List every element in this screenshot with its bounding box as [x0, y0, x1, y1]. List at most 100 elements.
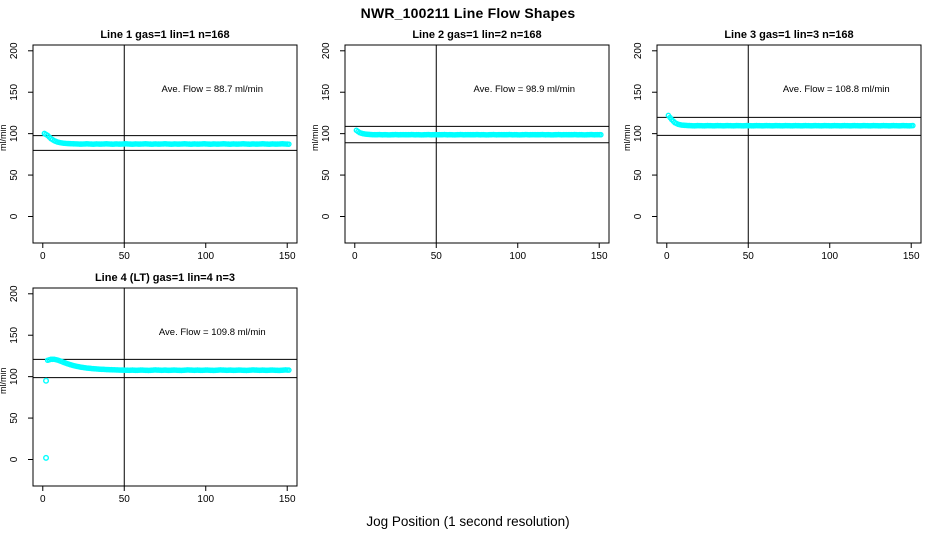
data-point [361, 131, 368, 137]
x-tick-label: 100 [197, 251, 214, 262]
data-series [43, 356, 292, 461]
data-point [358, 130, 365, 136]
outlier-point [43, 454, 50, 461]
data-point [43, 131, 49, 138]
data-point [92, 366, 98, 372]
subplot-line2: Line 2 gas=1 lin=2 n=168 0 50 100 150 200 ml/m… [312, 26, 624, 269]
y-tick-label: 100 [9, 125, 20, 142]
data-series [41, 130, 292, 147]
subplot-title: Line 1 gas=1 lin=1 n=168 [100, 29, 229, 41]
data-point [206, 367, 212, 373]
plot-box [32, 44, 298, 244]
data-point [79, 364, 85, 371]
data-point [49, 356, 56, 363]
data-point [72, 363, 79, 369]
y-tick-label: 150 [9, 83, 20, 100]
ave-flow-annotation: Ave. Flow = 88.7 ml/min [162, 84, 263, 95]
y-tick-label: 200 [633, 42, 644, 59]
page-title: NWR_100211 Line Flow Shapes [360, 5, 576, 21]
outlier-point [43, 377, 50, 384]
ave-flow-annotation: Ave. Flow = 109.8 ml/min [159, 327, 266, 338]
data-point [245, 367, 251, 374]
y-tick-label: 0 [9, 456, 20, 462]
data-point [271, 367, 277, 373]
y-tick-label: 100 [633, 125, 644, 142]
y-tick-label: 50 [633, 169, 644, 181]
plot-box [656, 44, 922, 244]
data-point [667, 114, 673, 121]
data-point [56, 139, 62, 146]
line4-flow-chart: Line 4 (LT) gas=1 lin=4 n=3 0 50 100 150 200 m… [0, 272, 298, 505]
subplot-line1: Line 1 gas=1 lin=1 n=168 0 50 100 150 200 ml/m… [0, 26, 312, 269]
x-tick-label: 0 [40, 494, 46, 505]
y-tick-label: 150 [633, 83, 644, 100]
data-point [238, 367, 245, 373]
y-axis-label: ml/min [624, 125, 632, 152]
subplot-title: Line 3 gas=1 lin=3 n=168 [724, 29, 853, 41]
x-tick-label: 150 [279, 494, 296, 505]
x-tick-label: 150 [903, 251, 920, 262]
data-point [82, 364, 88, 371]
y-axis-label: ml/min [312, 125, 320, 152]
x-tick-label: 0 [40, 251, 46, 262]
y-tick-label: 50 [321, 169, 332, 181]
data-series [353, 127, 604, 138]
x-tick-label: 100 [509, 251, 526, 262]
y-tick-label: 0 [633, 213, 644, 219]
ave-flow-annotation: Ave. Flow = 108.8 ml/min [783, 84, 890, 95]
data-point [75, 363, 82, 370]
x-tick-label: 50 [431, 251, 443, 262]
data-point [908, 122, 915, 129]
plot-box [32, 287, 298, 487]
data-point [46, 356, 53, 363]
y-tick-label: 50 [9, 412, 20, 424]
data-point [277, 367, 284, 374]
data-point [680, 122, 686, 128]
x-tick-label: 100 [821, 251, 838, 262]
data-point [46, 134, 53, 140]
data-point [677, 121, 683, 128]
data-point [365, 131, 371, 138]
ave-flow-annotation: Ave. Flow = 98.9 ml/min [474, 84, 575, 95]
y-tick-label: 150 [9, 326, 20, 343]
y-tick-label: 50 [9, 169, 20, 181]
line1-flow-chart: Line 1 gas=1 lin=1 n=168 0 50 100 150 200 ml/m… [0, 29, 298, 262]
x-tick-label: 0 [664, 251, 670, 262]
line3-flow-chart: Line 3 gas=1 lin=3 n=168 0 50 100 150 200 ml/m… [624, 29, 922, 262]
empty-panel [624, 269, 936, 512]
x-tick-label: 50 [743, 251, 755, 262]
y-tick-label: 100 [9, 368, 20, 385]
plot-box [344, 44, 610, 244]
data-point [284, 141, 291, 147]
y-tick-label: 0 [321, 213, 332, 219]
data-point [59, 140, 66, 146]
subplot-line3: Line 3 gas=1 lin=3 n=168 0 50 100 150 200 ml/m… [624, 26, 936, 269]
x-tick-label: 150 [591, 251, 608, 262]
y-tick-label: 200 [9, 285, 20, 302]
data-point [596, 131, 603, 138]
data-point [141, 367, 147, 373]
y-axis-label: ml/min [0, 368, 8, 395]
data-point [69, 362, 75, 368]
line2-flow-chart: Line 2 gas=1 lin=2 n=168 0 50 100 150 200 ml/m… [312, 29, 610, 262]
x-axis-label: Jog Position (1 second resolution) [366, 514, 570, 529]
x-tick-label: 50 [119, 494, 131, 505]
x-tick-label: 150 [279, 251, 296, 262]
data-point [180, 367, 186, 374]
subplot-title: Line 4 (LT) gas=1 lin=4 n=3 [95, 272, 235, 284]
data-series [665, 112, 916, 129]
y-tick-label: 100 [321, 125, 332, 142]
y-tick-label: 150 [321, 83, 332, 100]
data-point [85, 365, 92, 371]
x-tick-label: 0 [352, 251, 358, 262]
y-tick-label: 200 [9, 42, 20, 59]
empty-panel [312, 269, 624, 512]
x-tick-label: 50 [119, 251, 131, 262]
data-point [62, 140, 69, 147]
data-point [147, 367, 154, 374]
y-tick-label: 200 [321, 42, 332, 59]
data-point [284, 367, 291, 373]
data-point [173, 367, 180, 373]
y-axis-label: ml/min [0, 125, 8, 152]
